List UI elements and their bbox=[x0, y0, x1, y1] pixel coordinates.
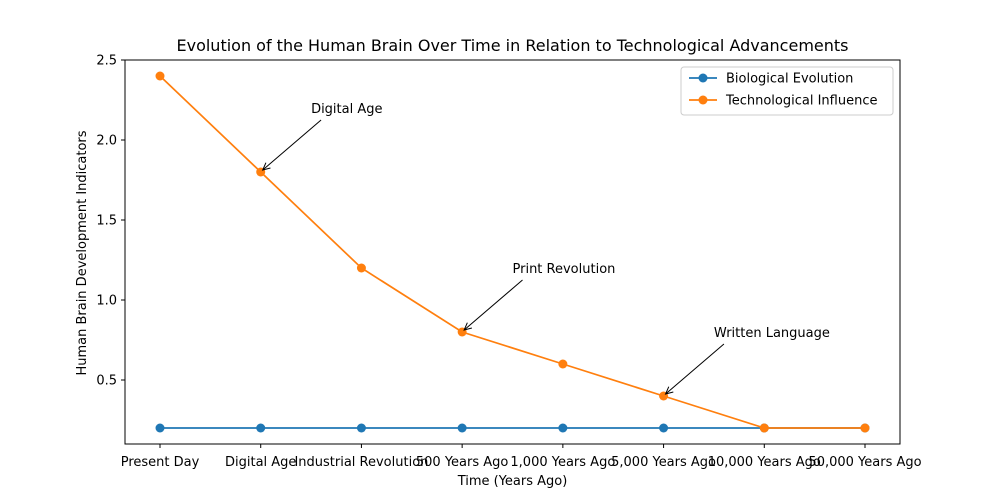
data-point bbox=[659, 423, 669, 433]
x-tick-label: 1,000 Years Ago bbox=[510, 455, 615, 470]
data-point bbox=[155, 71, 165, 81]
series-line bbox=[159, 75, 865, 429]
data-point bbox=[155, 423, 165, 433]
x-tick-label: 50,000 Years Ago bbox=[808, 455, 921, 470]
legend-entry: Biological Evolution bbox=[726, 72, 853, 87]
legend-marker bbox=[698, 95, 708, 105]
legend-entry: Technological Influence bbox=[725, 94, 877, 109]
data-point bbox=[457, 423, 467, 433]
y-tick-label: 1.0 bbox=[96, 294, 117, 309]
axes-frame bbox=[124, 59, 901, 445]
annotation-label: Print Revolution bbox=[513, 262, 616, 277]
x-tick-label: 5,000 Years Ago bbox=[611, 455, 716, 470]
data-point bbox=[356, 263, 366, 273]
x-tick-label: 10,000 Years Ago bbox=[708, 455, 821, 470]
annotation-label: Written Language bbox=[714, 326, 830, 341]
x-tick-label: Digital Age bbox=[225, 455, 296, 470]
chart-title: Evolution of the Human Brain Over Time i… bbox=[176, 36, 848, 55]
legend: Biological Evolution Technological Influe… bbox=[680, 66, 894, 116]
annotation-arrow bbox=[262, 119, 322, 171]
data-point bbox=[860, 423, 870, 433]
y-tick-label: 2.0 bbox=[96, 134, 117, 149]
data-point bbox=[558, 423, 568, 433]
data-point bbox=[759, 423, 769, 433]
annotation-arrowhead bbox=[664, 386, 674, 395]
legend-box bbox=[680, 66, 894, 116]
y-tick-label: 0.5 bbox=[96, 374, 117, 389]
annotation-label: Digital Age bbox=[311, 102, 382, 117]
x-tick-label: Present Day bbox=[121, 455, 200, 470]
annotation-arrowhead bbox=[261, 162, 271, 171]
annotation-arrowhead bbox=[463, 322, 473, 331]
x-tick-label: 500 Years Ago bbox=[416, 455, 509, 470]
data-point bbox=[558, 359, 568, 369]
data-point bbox=[256, 423, 266, 433]
annotation-arrow bbox=[665, 343, 725, 395]
y-tick-label: 2.5 bbox=[96, 54, 117, 69]
y-axis-label: Human Brain Development Indicators bbox=[75, 130, 90, 375]
y-tick-label: 1.5 bbox=[96, 214, 117, 229]
annotation-arrow bbox=[463, 279, 523, 331]
data-point bbox=[356, 423, 366, 433]
x-tick-label: Industrial Revolution bbox=[294, 455, 428, 470]
x-axis-label: Time (Years Ago) bbox=[457, 474, 568, 489]
legend-marker bbox=[698, 73, 708, 83]
